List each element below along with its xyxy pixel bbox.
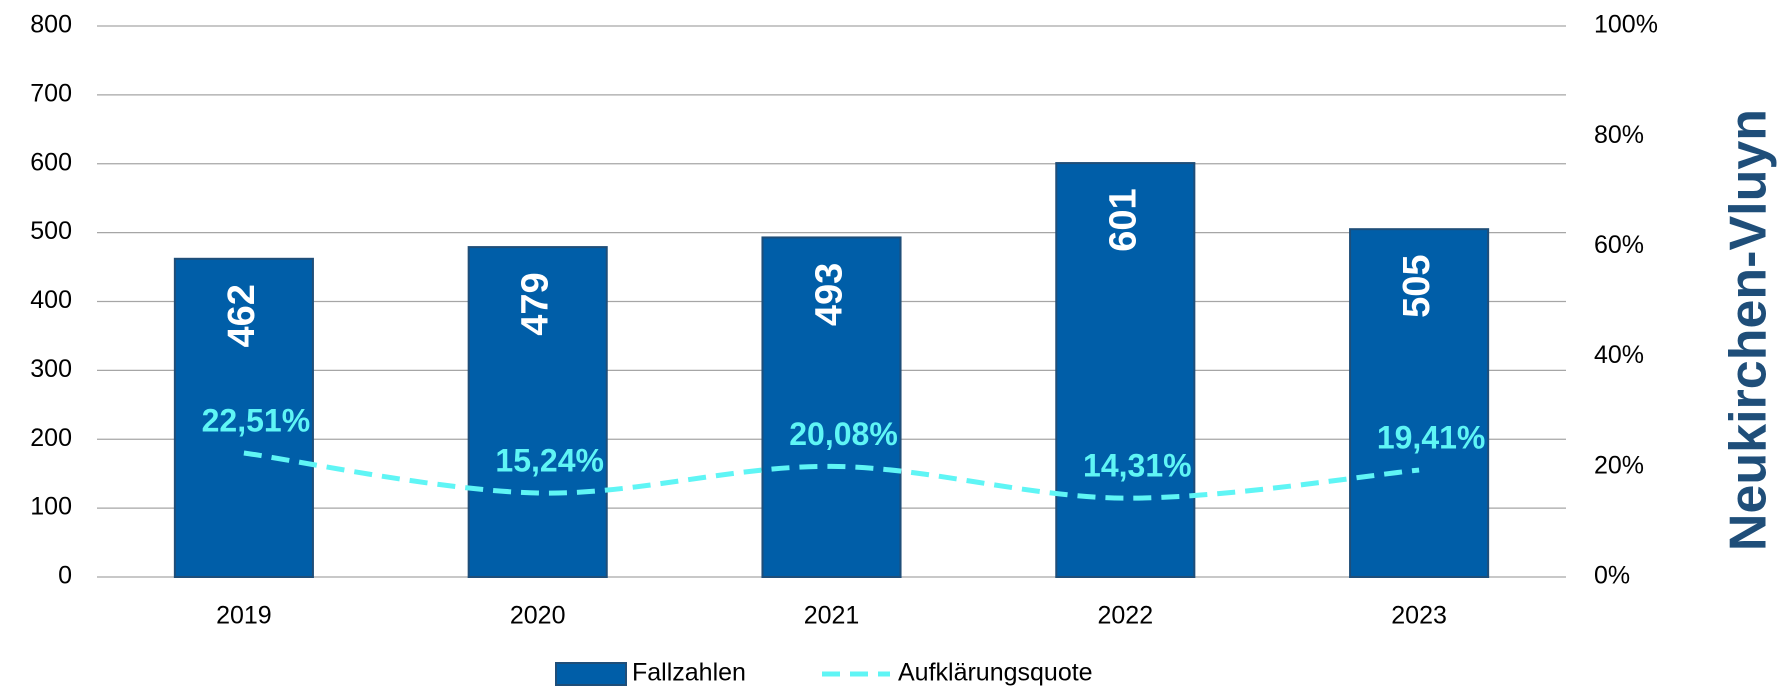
bar-label: 505	[1396, 254, 1438, 317]
bar-label: 601	[1102, 188, 1144, 251]
y-tick-label: 400	[30, 286, 72, 314]
bar-label: 479	[515, 272, 557, 335]
line-label: 22,51%	[202, 402, 311, 438]
y2-tick-label: 100%	[1594, 11, 1658, 39]
x-tick-label: 2021	[804, 602, 860, 630]
bar	[761, 236, 902, 578]
bar	[173, 257, 314, 578]
bar	[1349, 228, 1490, 578]
line-label: 15,24%	[495, 442, 604, 478]
x-tick-label: 2020	[510, 602, 566, 630]
x-tick-label: 2022	[1097, 602, 1153, 630]
legend-label: Aufklärungsquote	[898, 659, 1093, 687]
y2-tick-label: 0%	[1594, 562, 1630, 590]
y2-tick-label: 60%	[1594, 231, 1644, 259]
legend-label: Fallzahlen	[632, 659, 746, 687]
y-tick-label: 0	[58, 562, 72, 590]
y2-tick-label: 20%	[1594, 451, 1644, 479]
y-tick-label: 300	[30, 355, 72, 383]
y-tick-label: 700	[30, 79, 72, 107]
bar-label: 493	[809, 263, 851, 326]
y-tick-label: 800	[30, 11, 72, 39]
x-tick-label: 2019	[216, 602, 272, 630]
line-label: 20,08%	[789, 416, 898, 452]
chart-title: Neukirchen-Vluyn	[1720, 109, 1778, 551]
bar-label: 462	[221, 284, 263, 347]
x-tick-label: 2023	[1391, 602, 1447, 630]
bar	[467, 246, 608, 578]
y2-tick-label: 40%	[1594, 341, 1644, 369]
line	[243, 450, 1420, 501]
legend-swatch	[555, 662, 627, 686]
y-tick-label: 200	[30, 424, 72, 452]
y-tick-label: 500	[30, 217, 72, 245]
line-label: 14,31%	[1083, 448, 1192, 484]
y-tick-label: 100	[30, 493, 72, 521]
y2-tick-label: 80%	[1594, 121, 1644, 149]
line-label: 19,41%	[1377, 420, 1486, 456]
y-tick-label: 600	[30, 148, 72, 176]
bar	[1055, 162, 1196, 578]
